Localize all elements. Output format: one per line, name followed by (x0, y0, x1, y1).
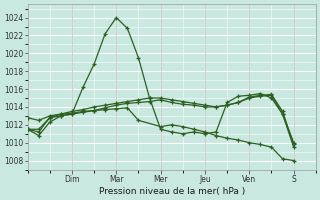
X-axis label: Pression niveau de la mer( hPa ): Pression niveau de la mer( hPa ) (99, 187, 245, 196)
